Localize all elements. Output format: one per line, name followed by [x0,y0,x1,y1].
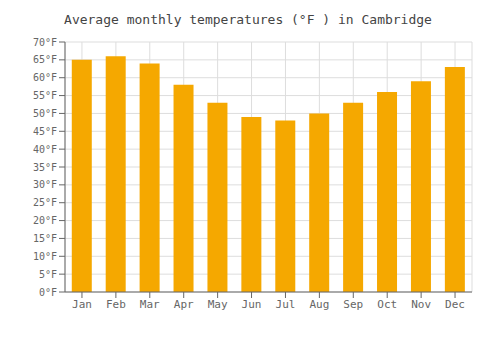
svg-text:Dec: Dec [445,298,465,311]
svg-text:50°F: 50°F [33,108,57,119]
svg-text:65°F: 65°F [33,54,57,65]
svg-text:0°F: 0°F [39,287,57,298]
svg-text:Jan: Jan [72,298,92,311]
svg-text:May: May [208,298,228,311]
svg-text:Feb: Feb [106,298,126,311]
svg-text:45°F: 45°F [33,126,57,137]
svg-text:Mar: Mar [140,298,160,311]
svg-text:Nov: Nov [411,298,431,311]
svg-text:60°F: 60°F [33,72,57,83]
svg-text:Jul: Jul [276,298,296,311]
svg-text:Apr: Apr [174,298,194,311]
svg-text:30°F: 30°F [33,179,57,190]
svg-text:35°F: 35°F [33,162,57,173]
svg-text:15°F: 15°F [33,233,57,244]
svg-text:70°F: 70°F [33,37,57,48]
svg-text:40°F: 40°F [33,144,57,155]
svg-text:25°F: 25°F [33,197,57,208]
svg-text:10°F: 10°F [33,251,57,262]
svg-text:Aug: Aug [309,298,329,311]
svg-text:20°F: 20°F [33,215,57,226]
html-text:Average monthly temperatures (: Average monthly temperatures (°F ) in Ca… [64,12,432,27]
svg-text:Sep: Sep [343,298,363,311]
svg-text:55°F: 55°F [33,90,57,101]
svg-text:Jun: Jun [242,298,262,311]
svg-text:Oct: Oct [377,298,397,311]
svg-text:5°F: 5°F [39,269,57,280]
